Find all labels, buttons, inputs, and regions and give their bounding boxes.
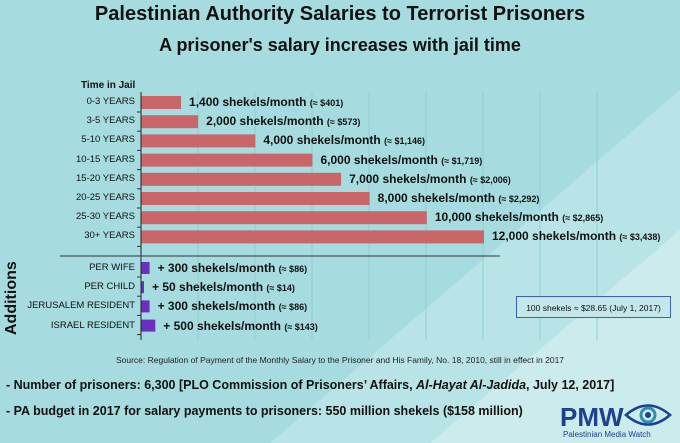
salary-bar xyxy=(141,115,199,129)
addition-shekel-label: + 300 shekels/month xyxy=(157,261,279,275)
addition-usd-label: (≈ $143) xyxy=(284,321,318,332)
salary-usd-label: (≈ $2,006) xyxy=(469,174,511,185)
footer-prisoners-text: - Number of prisoners: 6,300 [PLO Commis… xyxy=(6,378,417,392)
footer-prisoners-date: , July 12, 2017] xyxy=(526,378,615,392)
salary-category-label: 30+ YEARS xyxy=(84,230,135,242)
addition-value-label: + 500 shekels/month (≈ $143) xyxy=(163,319,318,334)
logo-text: PMW xyxy=(560,402,624,432)
time-in-jail-header: Time in Jail xyxy=(81,80,136,91)
salary-bar xyxy=(141,134,256,148)
salary-category-label: 0-3 YEARS xyxy=(86,96,135,107)
salary-value-label: 7,000 shekels/month (≈ $2,006) xyxy=(349,172,511,187)
salary-category-label: 10-15 YEARS xyxy=(76,153,135,165)
salary-bar xyxy=(141,172,342,186)
salary-shekel-label: 2,000 shekels/month xyxy=(206,114,327,129)
salary-value-label: 6,000 shekels/month (≈ $1,719) xyxy=(321,153,483,168)
salary-bar xyxy=(141,96,182,109)
addition-value-label: + 300 shekels/month (≈ $86) xyxy=(158,261,308,276)
salary-value-label: 1,400 shekels/month (≈ $401) xyxy=(189,95,343,110)
footer-prisoners-count: - Number of prisoners: 6,300 [PLO Commis… xyxy=(6,378,614,392)
addition-category-label: PER CHILD xyxy=(84,281,135,293)
salary-usd-label: (≈ $2,292) xyxy=(498,194,540,204)
addition-usd-label: (≈ $14) xyxy=(266,283,295,294)
source-note: Source: Regulation of Payment of the Mon… xyxy=(115,355,565,365)
salary-shekel-label: 6,000 shekels/month xyxy=(320,152,442,167)
addition-value-label: + 50 shekels/month (≈ $14) xyxy=(152,280,295,295)
addition-bar xyxy=(141,319,156,332)
addition-bar xyxy=(141,262,150,274)
salary-bar xyxy=(141,211,427,225)
chart-subtitle: A prisoner's salary increases with jail … xyxy=(159,35,521,55)
salary-category-label: 5-10 YEARS xyxy=(81,134,135,146)
addition-usd-label: (≈ $86) xyxy=(278,302,308,313)
salary-shekel-label: 12,000 shekels/month xyxy=(492,229,620,244)
salary-shekel-label: 4,000 shekels/month xyxy=(263,133,385,148)
additions-axis-label: Additions xyxy=(3,261,20,335)
salary-bar xyxy=(141,153,313,167)
salary-usd-label: (≈ $3,438) xyxy=(619,232,661,243)
footer-pa-budget: - PA budget in 2017 for salary payments … xyxy=(6,404,523,418)
salary-shekel-label: 1,400 shekels/month xyxy=(189,95,310,109)
footer-budget-text: - PA budget in 2017 for salary payments … xyxy=(6,404,523,418)
salary-value-label: 4,000 shekels/month (≈ $1,146) xyxy=(263,133,425,148)
salary-category-label: 25-30 YEARS xyxy=(76,211,135,223)
addition-shekel-label: + 300 shekels/month xyxy=(157,299,279,314)
salary-value-label: 10,000 shekels/month (≈ $2,865) xyxy=(435,210,603,225)
addition-shekel-label: + 50 shekels/month xyxy=(152,280,267,295)
conversion-note: 100 shekels ≈ $28.65 (July 1, 2017) xyxy=(516,296,671,318)
salary-category-label: 15-20 YEARS xyxy=(76,172,135,184)
logo-subtitle: Palestinian Media Watch xyxy=(563,430,651,439)
salary-shekel-label: 7,000 shekels/month xyxy=(349,171,470,186)
addition-category-label: PER WIFE xyxy=(89,262,135,273)
salary-usd-label: (≈ $2,865) xyxy=(562,213,604,224)
salary-value-label: 2,000 shekels/month (≈ $573) xyxy=(206,114,360,129)
addition-category-label: JERUSALEM RESIDENT xyxy=(27,300,135,312)
addition-value-label: + 300 shekels/month (≈ $86) xyxy=(158,299,308,314)
addition-category-label: ISRAEL RESIDENT xyxy=(50,319,135,331)
salary-category-label: 3-5 YEARS xyxy=(86,115,135,127)
addition-shekel-label: + 500 shekels/month xyxy=(163,318,285,333)
footer-prisoners-publication: Al-Hayat Al-Jadida xyxy=(416,378,527,392)
salary-usd-label: (≈ $401) xyxy=(309,98,344,108)
addition-bar xyxy=(141,300,150,313)
salary-value-label: 12,000 shekels/month (≈ $3,438) xyxy=(492,229,660,244)
salary-shekel-label: 10,000 shekels/month xyxy=(434,210,563,225)
addition-usd-label: (≈ $86) xyxy=(278,264,308,274)
addition-bar xyxy=(141,281,144,294)
salary-usd-label: (≈ $1,719) xyxy=(441,155,483,166)
salary-bar xyxy=(141,192,370,205)
salary-usd-label: (≈ $573) xyxy=(326,117,361,128)
salary-shekel-label: 8,000 shekels/month xyxy=(377,191,499,205)
eye-icon xyxy=(624,404,672,426)
salary-value-label: 8,000 shekels/month (≈ $2,292) xyxy=(378,191,540,206)
salary-usd-label: (≈ $1,146) xyxy=(384,136,426,147)
salary-bar xyxy=(141,230,484,244)
salary-category-label: 20-25 YEARS xyxy=(76,192,135,203)
chart-title: Palestinian Authority Salaries to Terror… xyxy=(94,3,586,25)
